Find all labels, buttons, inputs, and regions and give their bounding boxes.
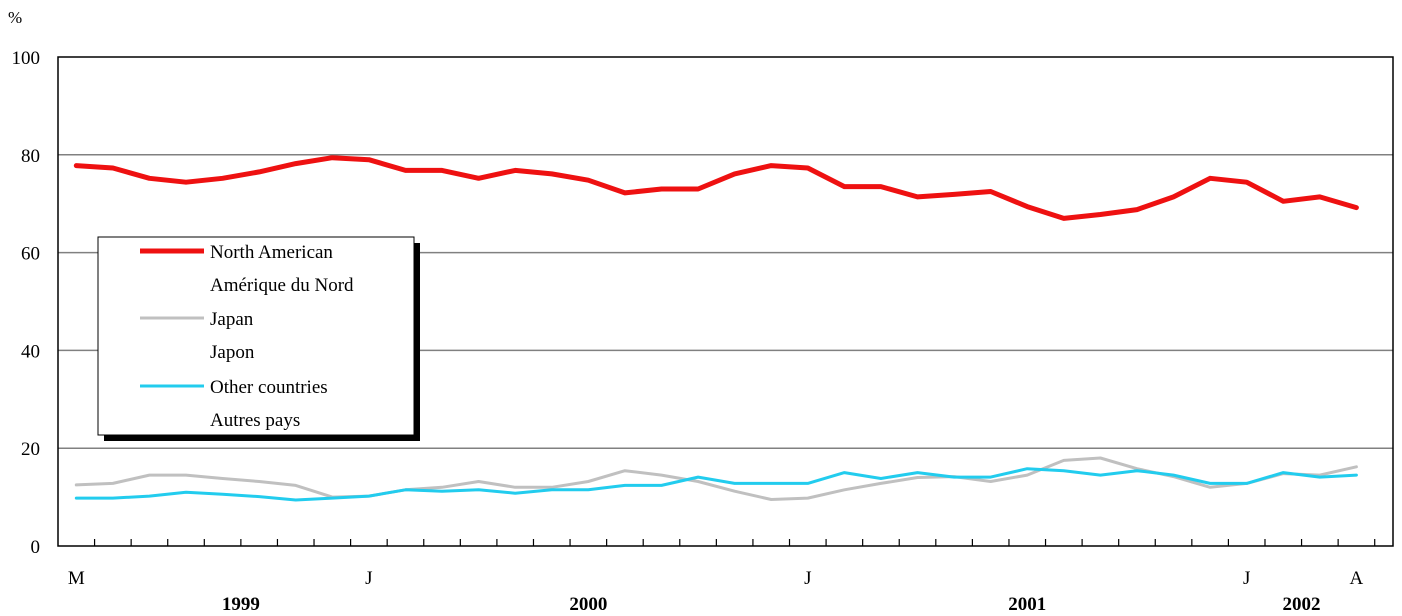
legend-label: Other countries — [210, 377, 328, 398]
series-lines — [73, 155, 1359, 502]
series-line-north-american — [73, 155, 1359, 221]
legend-label: Japan — [210, 309, 254, 330]
y-axis-unit: % — [8, 8, 22, 27]
legend: North American Amérique du Nord Japan Japon… — [97, 236, 420, 441]
y-tick-label: 100 — [12, 48, 41, 69]
x-axis-ticks: M J J J A 1999 2000 2001 2002 — [68, 539, 1376, 615]
series-line-other-countries — [74, 467, 1358, 502]
plot-frame — [57, 56, 1394, 547]
x-year-label: 1999 — [222, 594, 260, 615]
legend-label-fr: Autres pays — [210, 410, 300, 431]
legend-label: North American — [210, 242, 333, 263]
x-month-label: M — [68, 568, 85, 589]
legend-label-fr: Japon — [210, 342, 255, 363]
legend-label-fr: Amérique du Nord — [210, 275, 354, 296]
legend-box — [97, 236, 415, 436]
y-tick-label: 0 — [31, 537, 41, 558]
y-tick-label: 20 — [21, 439, 40, 460]
y-tick-label: 60 — [21, 244, 40, 265]
y-tick-label: 40 — [21, 341, 40, 362]
x-year-label: 2001 — [1008, 594, 1046, 615]
x-year-label: 2002 — [1283, 594, 1321, 615]
y-tick-label: 80 — [21, 146, 40, 167]
y-axis-ticks: 0 20 40 60 80 100 — [12, 48, 41, 558]
x-month-label: J — [804, 568, 811, 589]
x-month-label: A — [1350, 568, 1364, 589]
x-year-label: 2000 — [569, 594, 607, 615]
x-month-label: J — [1243, 568, 1250, 589]
x-month-label: J — [365, 568, 372, 589]
